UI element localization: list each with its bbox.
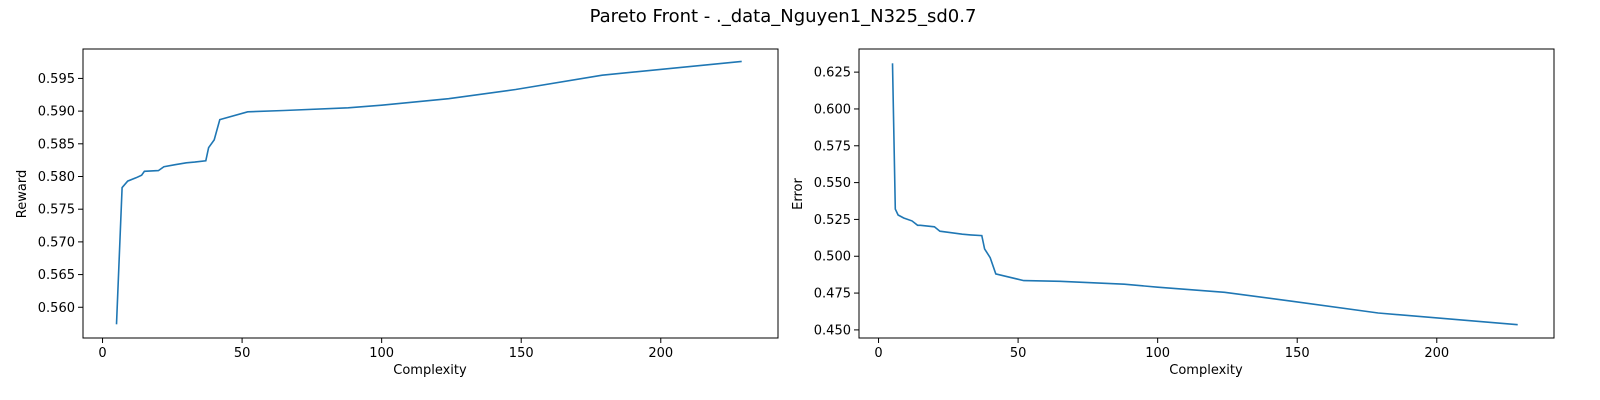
reward-x-tick-label: 150 <box>509 346 534 361</box>
reward-x-tick-label: 100 <box>369 346 394 361</box>
error-y-axis-label: Error <box>791 178 806 210</box>
reward-y-tick-label: 0.590 <box>38 105 75 120</box>
reward-y-tick-label: 0.570 <box>38 235 75 250</box>
reward-plot-frame <box>82 48 779 339</box>
error-y-tick-label: 0.450 <box>814 323 851 338</box>
error-x-tick-label: 100 <box>1145 346 1170 361</box>
reward-y-tick-label: 0.565 <box>38 268 75 283</box>
reward-y-tick-label: 0.560 <box>38 301 75 316</box>
reward-y-tick-label: 0.580 <box>38 170 75 185</box>
error-x-tick-label: 50 <box>1010 346 1027 361</box>
reward-chart: 0 50 100 150 200 0.5600.5650.5700.5750.5800.… <box>15 48 779 378</box>
error-x-tick-label: 0 <box>874 346 882 361</box>
reward-series-line <box>115 60 742 325</box>
error-y-tick-label: 0.600 <box>814 102 851 117</box>
error-y-tick-label: 0.475 <box>814 287 851 302</box>
error-series-line <box>891 63 1518 326</box>
reward-x-tick-label: 0 <box>98 346 106 361</box>
error-plot-frame <box>858 48 1555 339</box>
error-y-tick-label: 0.625 <box>814 66 851 81</box>
error-chart: 0 50 100 150 200 0.4500.4750.5000.5250.5500.… <box>791 48 1555 378</box>
error-y-ticks: 0.450 0.475 0.500 0.525 0.550 0.575 0.600 0.625 <box>814 66 859 338</box>
reward-x-axis-label: Complexity <box>393 363 467 378</box>
figure-title: Pareto Front - ._data_Nguyen1_N325_sd0.7 <box>590 6 977 27</box>
error-x-tick-label: 150 <box>1285 346 1310 361</box>
error-x-axis-label: Complexity <box>1169 363 1243 378</box>
reward-y-tick-label: 0.585 <box>38 137 75 152</box>
reward-y-tick-label: 0.595 <box>38 72 75 87</box>
reward-y-ticks: 0.560 0.565 0.570 0.575 0.580 0.585 0.590 0.595 <box>38 72 83 316</box>
error-y-tick-label: 0.525 <box>814 213 851 228</box>
reward-y-tick-label: 0.575 <box>38 203 75 218</box>
reward-x-ticks: 0 50 100 150 200 <box>98 338 673 361</box>
reward-x-tick-label: 200 <box>648 346 673 361</box>
reward-x-tick-label: 50 <box>234 346 251 361</box>
error-y-tick-label: 0.550 <box>814 176 851 191</box>
error-x-tick-label: 200 <box>1424 346 1449 361</box>
error-x-ticks: 0 50 100 150 200 <box>874 338 1449 361</box>
reward-y-axis-label: Reward <box>15 170 30 218</box>
error-y-tick-label: 0.575 <box>814 139 851 154</box>
error-y-tick-label: 0.500 <box>814 250 851 265</box>
